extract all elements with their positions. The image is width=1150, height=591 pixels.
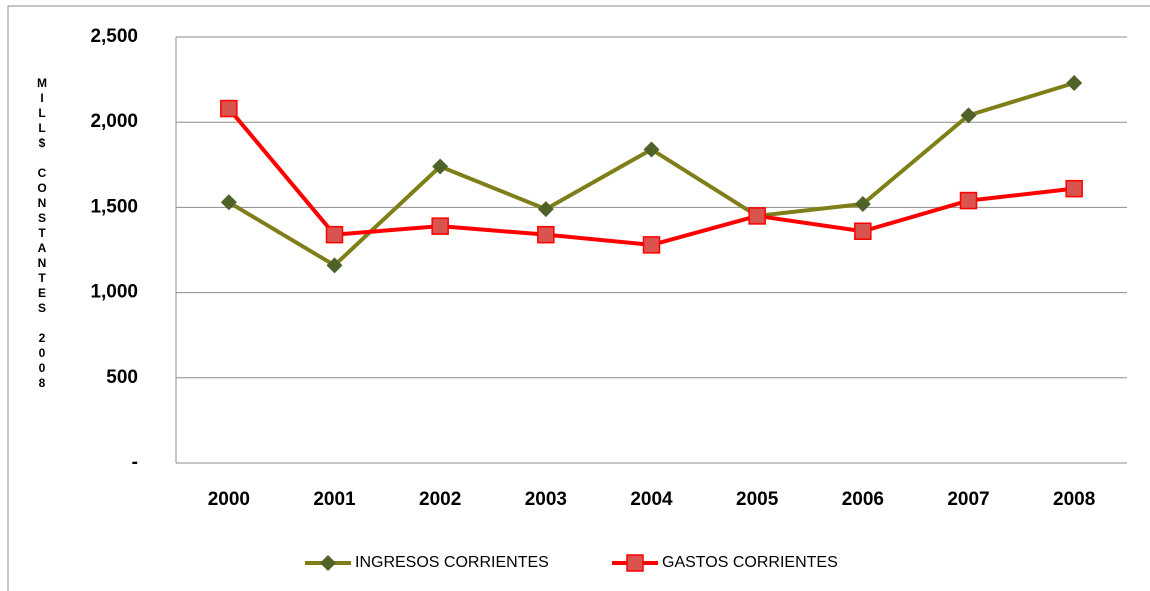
marker: [220, 194, 237, 211]
marker: [537, 201, 554, 218]
marker: [325, 225, 344, 244]
y-axis-label: MILL$ CONSTANTES 2008: [35, 76, 49, 391]
y-tick-label: -: [132, 452, 138, 473]
marker: [432, 158, 449, 175]
marker: [220, 99, 238, 118]
x-tick-label: 2007: [947, 489, 989, 510]
marker: [326, 257, 343, 274]
y-tick-label: 1,500: [90, 196, 138, 217]
marker: [959, 191, 978, 210]
y-tick-label: 500: [106, 367, 138, 388]
legend-marker: [320, 555, 336, 571]
y-tick-label: 1,000: [90, 282, 138, 303]
chart-border: [7, 5, 1150, 591]
legend-label: INGRESOS CORRIENTES: [355, 554, 549, 571]
marker: [854, 195, 871, 212]
series-line: [227, 107, 1075, 247]
marker: [1066, 75, 1083, 92]
marker: [960, 107, 977, 124]
legend-label: GASTOS CORRIENTES: [662, 554, 838, 571]
x-tick-label: 2008: [1053, 489, 1095, 510]
x-tick-label: 2003: [525, 489, 567, 510]
y-tick-label: 2,500: [90, 26, 138, 47]
x-tick-label: 2005: [736, 489, 779, 510]
legend-marker: [626, 554, 644, 572]
marker: [1065, 179, 1083, 198]
marker: [431, 217, 449, 235]
marker: [643, 141, 660, 158]
x-tick-label: 2004: [630, 489, 673, 510]
x-tick-label: 2006: [842, 489, 884, 510]
x-tick-label: 2000: [208, 489, 250, 510]
marker: [854, 222, 872, 241]
x-tick-label: 2002: [419, 489, 461, 510]
x-tick-label: 2001: [313, 489, 356, 510]
y-tick-label: 2,000: [90, 111, 138, 132]
marker: [748, 207, 766, 225]
marker: [642, 236, 661, 254]
marker: [537, 225, 555, 244]
